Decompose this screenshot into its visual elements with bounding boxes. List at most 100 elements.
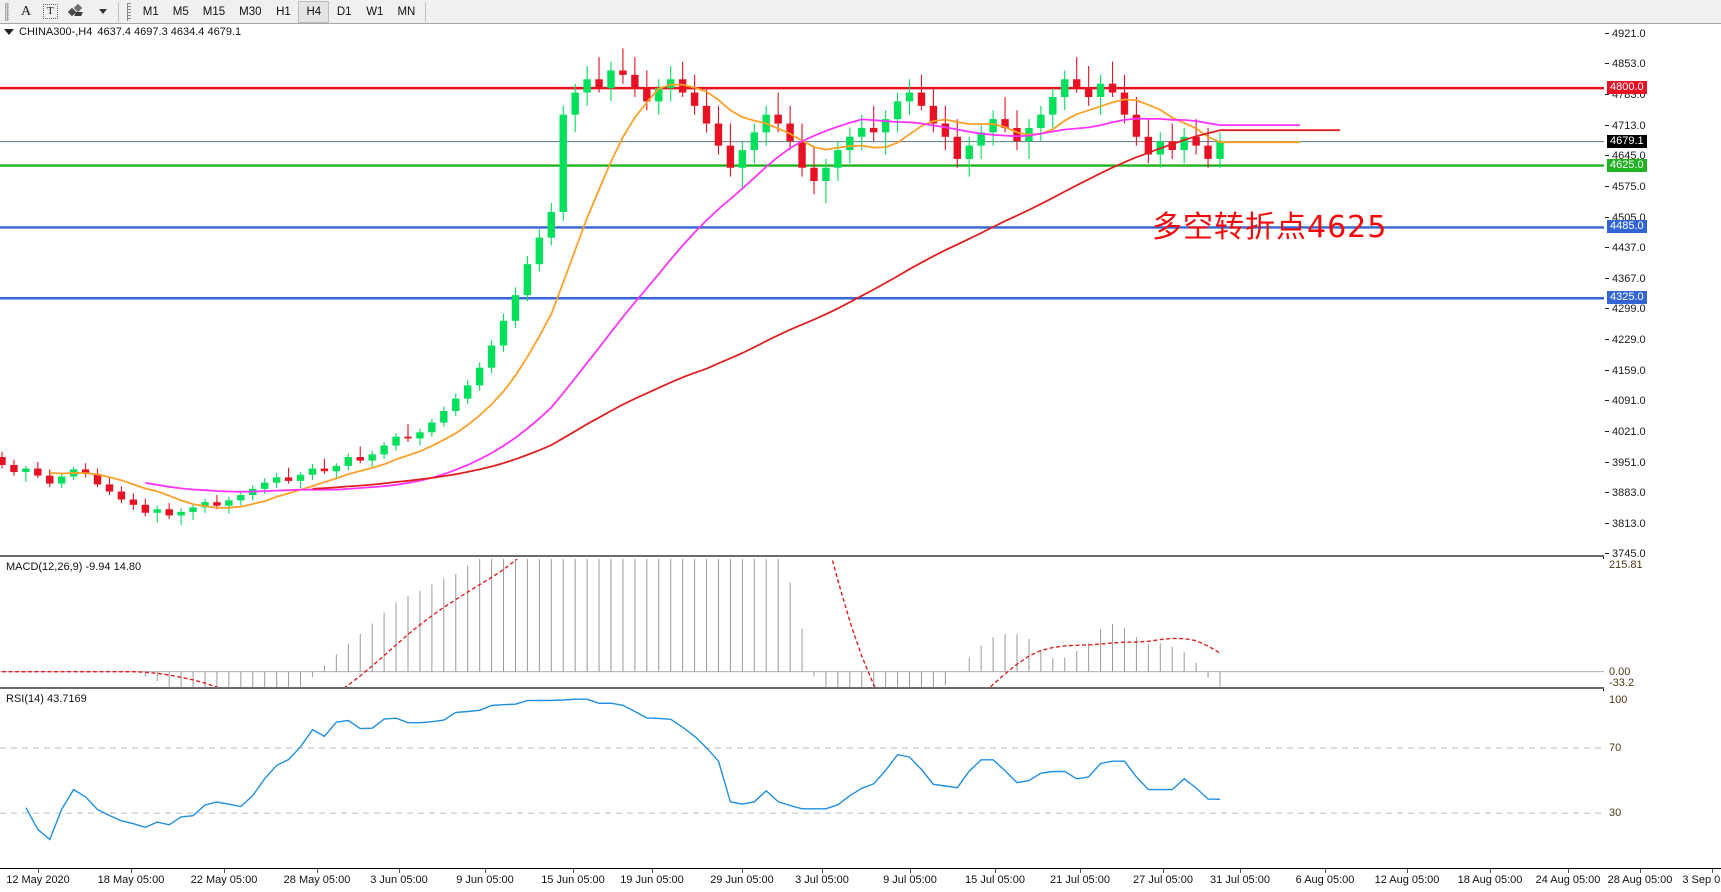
candle: [619, 48, 627, 84]
moving-average-line: [49, 83, 1300, 509]
plot-area[interactable]: CHINA300-,H4 4637.4 4697.3 4634.4 4679.1…: [0, 24, 1604, 868]
time-tick: [1568, 869, 1569, 873]
price-tick-4645: 4645.0: [1605, 150, 1646, 162]
timeframe-m30[interactable]: M30: [239, 5, 262, 18]
candle: [774, 92, 782, 133]
candle: [547, 203, 555, 246]
rsi-chart-svg: [0, 698, 1604, 841]
candle: [320, 458, 329, 474]
candle: [368, 450, 376, 468]
candle: [225, 496, 233, 514]
time-tick: [399, 869, 400, 873]
timeframe-m5[interactable]: M5: [172, 5, 189, 18]
candle: [356, 446, 364, 464]
candle: [416, 428, 424, 446]
candle: [22, 465, 30, 482]
candle: [905, 79, 914, 115]
candle: [332, 463, 341, 479]
time-label: 24 Aug 05:00: [1535, 874, 1601, 886]
time-label: 9 Jun 05:00: [456, 874, 514, 886]
candle: [893, 92, 902, 133]
price-badge-current-bid[interactable]: 4679.1: [1607, 134, 1647, 148]
candle: [511, 287, 520, 328]
macd-label: MACD(12,26,9) -9.94 14.80: [4, 561, 144, 573]
candle: [1073, 57, 1081, 93]
candle: [296, 472, 305, 488]
macd-chart-svg: [0, 559, 1604, 687]
rsi-tick-70: 70: [1609, 742, 1622, 754]
macd-pane[interactable]: MACD(12,26,9) -9.94 14.80: [0, 559, 1604, 689]
timeframe-mn[interactable]: MN: [397, 5, 416, 18]
text-label-icon[interactable]: A: [20, 3, 32, 19]
timeframe-w1[interactable]: W1: [366, 5, 384, 18]
timeframe-h1[interactable]: H1: [276, 5, 291, 18]
time-label: 9 Jul 05:00: [883, 874, 937, 886]
rsi-label: RSI(14) 43.7169: [4, 693, 89, 705]
collapse-triangle-icon[interactable]: [4, 29, 14, 35]
time-tick: [485, 869, 486, 873]
price-tick-4575: 4575.0: [1605, 181, 1646, 193]
candle: [165, 503, 173, 519]
timeframe-gripper[interactable]: [122, 1, 136, 23]
candle: [678, 61, 687, 97]
candle: [475, 362, 484, 391]
candle: [631, 57, 639, 97]
timeframe-m1[interactable]: M1: [142, 5, 159, 18]
candle: [1108, 61, 1117, 97]
candle: [523, 256, 532, 302]
time-label: 12 May 2020: [6, 874, 70, 886]
time-label: 28 Aug 05:00: [1607, 874, 1673, 886]
candle: [440, 406, 448, 427]
candle: [1049, 88, 1057, 128]
price-badge-support[interactable]: 4485.0: [1607, 220, 1647, 234]
timeframe-h4[interactable]: H4: [298, 0, 330, 23]
candle: [858, 114, 866, 151]
price-badge-resistance[interactable]: 4800.0: [1607, 81, 1647, 95]
time-tick: [224, 869, 225, 873]
price-tick-4921: 4921.0: [1605, 28, 1646, 40]
symbol-info-bar: CHINA300-,H4 4637.4 4697.3 4634.4 4679.1: [0, 24, 1604, 40]
candle: [559, 105, 567, 221]
rsi-pane[interactable]: RSI(14) 43.7169: [0, 691, 1604, 868]
candle: [308, 464, 317, 481]
timeframe-m15[interactable]: M15: [202, 5, 226, 18]
candle: [595, 57, 603, 93]
candle: [105, 478, 114, 496]
time-label: 3 Jun 05:00: [370, 874, 428, 886]
candle: [189, 504, 197, 520]
price-badge-support[interactable]: 4325.0: [1607, 291, 1647, 305]
text-box-icon[interactable]: T: [38, 1, 63, 23]
time-tick: [1163, 869, 1164, 873]
candle: [965, 136, 973, 177]
main-toolbar: A T M1 M5 M15 M30 H1 H4 D1 W1 MN: [0, 0, 1721, 24]
candle: [690, 74, 699, 115]
price-axis[interactable]: 4921.0 4853.0 4783.0 4713.0 4645.0 4575.0 4505…: [1605, 24, 1721, 868]
candle: [1168, 123, 1176, 159]
candle: [404, 424, 412, 442]
time-label: 3 Sep 05:00: [1682, 874, 1721, 886]
candle: [392, 433, 400, 451]
candle: [726, 123, 735, 177]
candle: [153, 505, 161, 523]
candle: [977, 123, 985, 159]
candle: [607, 61, 615, 102]
candle: [237, 490, 245, 506]
candle: [1013, 110, 1021, 151]
candle: [58, 472, 66, 488]
price-badge-pivot[interactable]: 4625.0: [1607, 158, 1647, 172]
ohlc-values: 4637.4 4697.3 4634.4 4679.1: [97, 26, 242, 38]
time-tick: [1080, 869, 1081, 873]
candle: [655, 79, 663, 115]
time-tick: [38, 869, 39, 873]
price-tick-4159: 4159.0: [1605, 365, 1646, 377]
timeframe-d1[interactable]: D1: [336, 5, 352, 18]
moving-average-line: [312, 129, 1340, 490]
shapes-dropdown-caret-icon[interactable]: [91, 1, 115, 23]
toolbar-gripper[interactable]: [0, 1, 14, 23]
chart-annotation-text: 多空转折点4625: [1152, 210, 1388, 245]
price-pane[interactable]: CHINA300-,H4 4637.4 4697.3 4634.4 4679.1: [0, 24, 1604, 557]
shapes-icon[interactable]: [63, 1, 91, 23]
time-label: 28 May 05:00: [283, 874, 351, 886]
time-axis[interactable]: 12 May 2020 18 May 05:00 22 May 05:00 28 Ma…: [0, 868, 1721, 892]
